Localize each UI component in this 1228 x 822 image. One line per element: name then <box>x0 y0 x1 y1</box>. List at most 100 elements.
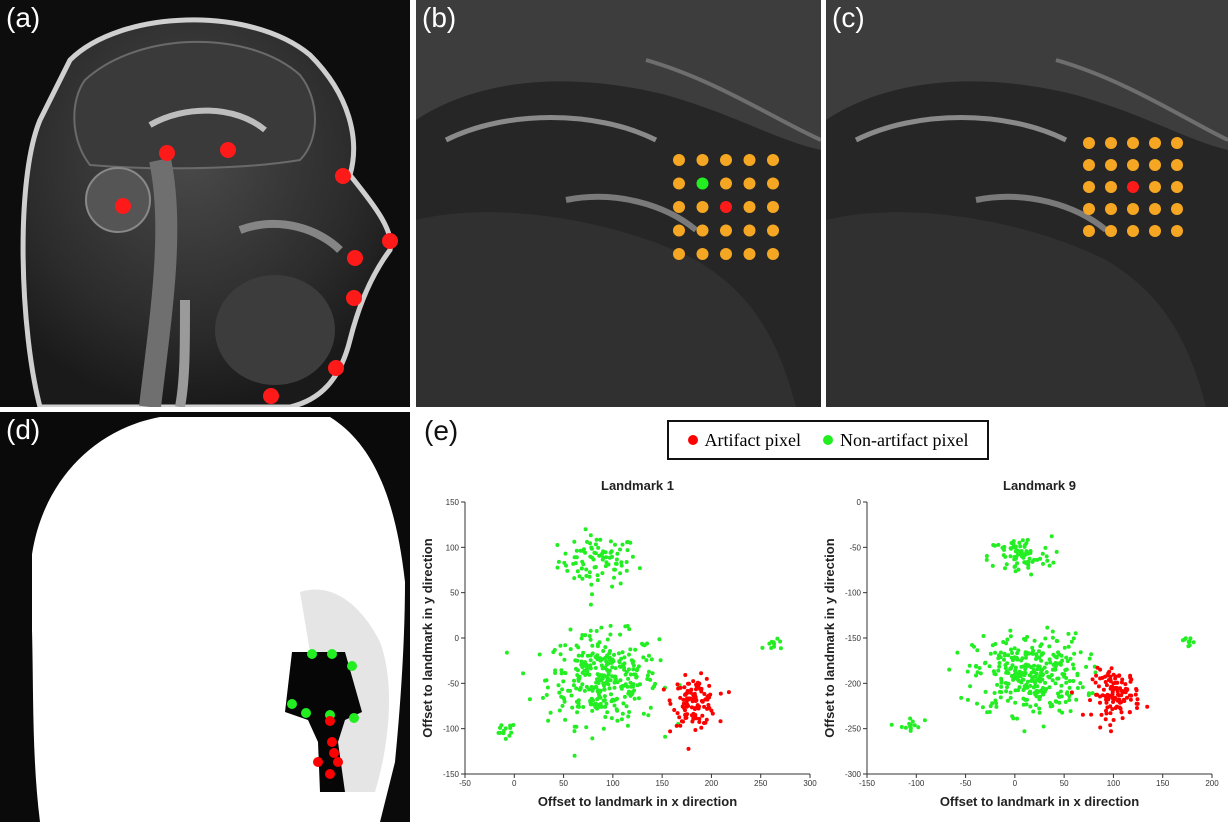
data-point <box>591 686 596 691</box>
data-point <box>597 673 602 678</box>
data-point <box>573 561 578 566</box>
data-point <box>507 733 512 738</box>
data-point <box>637 566 642 571</box>
data-point <box>1043 636 1048 641</box>
data-point <box>541 695 545 700</box>
data-point <box>633 647 638 652</box>
data-point <box>1030 559 1035 564</box>
data-point <box>588 653 593 658</box>
data-point <box>694 716 699 721</box>
data-point <box>999 684 1004 689</box>
data-point <box>947 667 952 672</box>
data-point <box>558 652 563 657</box>
data-point <box>559 668 564 673</box>
data-point <box>598 688 603 693</box>
data-point <box>572 576 577 581</box>
data-point <box>1031 667 1036 672</box>
data-point <box>1005 637 1010 642</box>
data-point <box>632 688 637 693</box>
data-point <box>561 695 566 700</box>
data-point <box>1013 569 1018 574</box>
data-point <box>1017 540 1022 545</box>
data-point <box>1039 658 1044 663</box>
data-point <box>636 696 641 701</box>
data-point <box>1099 712 1104 717</box>
data-point <box>691 711 696 716</box>
data-point <box>1116 697 1121 702</box>
data-point <box>610 584 615 589</box>
grid-pixel-point <box>673 248 685 260</box>
data-point <box>1053 681 1058 686</box>
grid-pixel-point <box>1171 159 1183 171</box>
data-point <box>1108 723 1113 728</box>
data-point <box>612 685 617 690</box>
data-point <box>965 697 970 702</box>
data-point <box>692 706 697 711</box>
data-point <box>1067 694 1072 699</box>
data-point <box>1067 685 1072 690</box>
data-point <box>657 637 662 642</box>
y-axis-label: Offset to landmark in y direction <box>420 538 435 737</box>
data-point <box>584 725 589 730</box>
data-point <box>588 663 593 668</box>
grid-pixel-point <box>673 154 685 166</box>
data-point <box>1119 710 1124 715</box>
data-point <box>577 574 582 579</box>
grid-pixel-point <box>1083 225 1095 237</box>
data-point <box>1047 685 1052 690</box>
data-point <box>622 655 627 660</box>
pixel-grid-c <box>1083 137 1183 237</box>
data-point <box>598 702 603 706</box>
data-point <box>503 726 508 731</box>
grid-pixel-point <box>1105 203 1117 215</box>
data-point <box>995 682 1000 687</box>
data-point <box>618 547 622 552</box>
x-tick-label: 250 <box>754 779 768 788</box>
data-point <box>641 655 646 660</box>
data-point <box>595 644 600 649</box>
data-point <box>1024 652 1029 657</box>
data-point <box>1033 684 1038 689</box>
grid-pixel-point <box>767 154 779 166</box>
data-point <box>584 573 589 578</box>
data-point <box>1118 700 1122 705</box>
data-point <box>1050 678 1055 683</box>
data-point <box>1016 688 1021 693</box>
data-point <box>612 575 616 580</box>
data-point <box>706 703 711 707</box>
data-point <box>608 678 613 683</box>
grid-pixel-point <box>767 248 779 260</box>
data-point <box>580 670 585 675</box>
data-point <box>527 697 532 702</box>
data-point <box>508 726 513 730</box>
data-point <box>646 713 651 718</box>
data-point <box>685 701 689 706</box>
data-point <box>658 658 663 663</box>
data-point <box>548 710 553 715</box>
data-point <box>1089 712 1094 717</box>
data-point <box>1037 649 1041 654</box>
data-point <box>688 690 693 695</box>
data-point <box>574 643 579 648</box>
data-point <box>1033 680 1038 685</box>
data-point <box>588 554 593 559</box>
data-point <box>1025 537 1030 542</box>
data-point <box>573 658 578 663</box>
data-point <box>983 689 988 694</box>
data-point <box>1015 657 1020 662</box>
data-point <box>1063 700 1068 704</box>
artifact-dot-icon <box>687 435 698 445</box>
data-point <box>1111 700 1115 704</box>
data-point <box>1010 663 1015 668</box>
data-point <box>998 650 1003 655</box>
data-point <box>908 726 913 731</box>
data-point <box>596 545 601 550</box>
x-tick-label: -50 <box>960 779 972 788</box>
data-point <box>600 571 605 576</box>
data-point <box>1055 639 1060 643</box>
data-point <box>677 715 682 720</box>
data-point <box>1120 677 1125 682</box>
data-point <box>553 668 558 673</box>
data-point <box>672 708 677 712</box>
data-point <box>1108 711 1113 716</box>
